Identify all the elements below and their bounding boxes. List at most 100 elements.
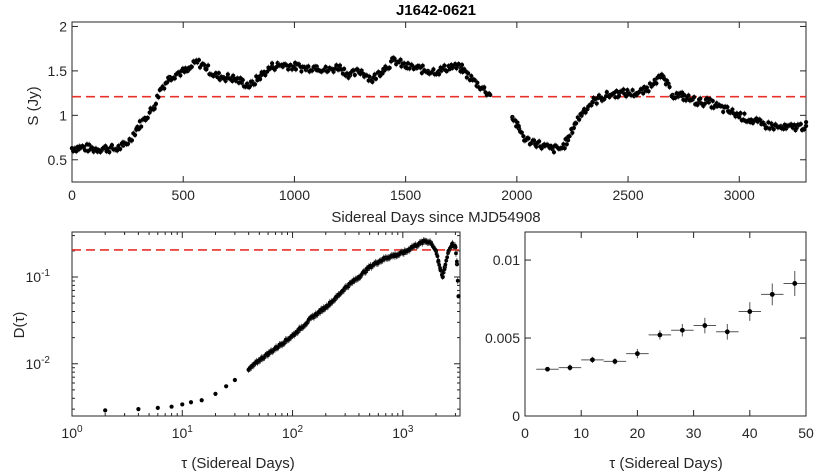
- p1-data-point: [442, 63, 447, 68]
- p2-data-point: [224, 384, 229, 389]
- p1-data-point: [216, 70, 221, 76]
- p1-data-point: [392, 56, 397, 61]
- p1-data-point: [132, 132, 138, 138]
- p1-data-point: [147, 110, 152, 115]
- p1-data-point: [630, 87, 635, 93]
- p1-data-point: [125, 141, 131, 147]
- p1-data-point: [482, 85, 487, 90]
- p3-xtick-label: 30: [686, 425, 702, 441]
- p2-data-point: [433, 248, 438, 253]
- p2-ytick-label: 10-1: [26, 268, 51, 285]
- p1-ytick-label: 1.5: [48, 63, 68, 79]
- p1-data-point: [204, 67, 209, 72]
- p1-data-point: [583, 110, 588, 115]
- p1-data-point: [594, 101, 599, 106]
- p1-data-point: [387, 65, 392, 70]
- p1-data-point: [201, 62, 206, 67]
- p1-frame: [71, 21, 807, 183]
- p1-data-point: [153, 101, 159, 106]
- p2-ylabel: D(τ): [11, 312, 28, 339]
- p1-data-point: [487, 91, 492, 96]
- p1-data-point: [567, 134, 572, 139]
- p1-data-point: [738, 111, 743, 116]
- p3-xtick-label: 20: [630, 425, 646, 441]
- p2-data-point: [445, 255, 450, 260]
- p1-data-point: [516, 123, 521, 129]
- flux-timeseries-plot: 0 500 1000 1500 2000 2500 3000 0.5 1 1.5 2: [48, 18, 809, 203]
- p2-data-point: [441, 270, 446, 275]
- p3-frame: [524, 231, 807, 417]
- p1-data-point: [531, 138, 537, 143]
- p2-data-point: [455, 278, 460, 283]
- p1-data-point: [644, 85, 650, 90]
- p1-xtick-label: 500: [172, 187, 196, 203]
- p1-data-point: [725, 104, 730, 110]
- p1-data-point: [551, 150, 557, 155]
- p1-data-point: [710, 98, 715, 104]
- p2-data-point: [442, 267, 447, 272]
- p1-data-point: [352, 72, 357, 78]
- p1-data-point: [164, 80, 170, 85]
- p1-data-point: [129, 138, 135, 143]
- p1-data-point: [646, 89, 651, 94]
- p1-data-point: [373, 76, 379, 81]
- p1-data-point: [178, 73, 183, 78]
- p1-data-point: [604, 89, 609, 95]
- p1-data-point: [206, 63, 211, 68]
- structure-function-zoom-plot: 0 10 20 30 40 50 0 0.005 0.01: [485, 231, 814, 441]
- p1-xtick-label: 2500: [612, 187, 643, 203]
- p1-data-point: [616, 93, 622, 99]
- p1-data-point: [215, 75, 220, 80]
- p3-data-point: [679, 327, 685, 333]
- p1-data-point: [570, 130, 575, 135]
- p2-data-point: [436, 258, 441, 263]
- p1-data-point: [539, 146, 544, 151]
- p3-xlabel: τ (Sidereal Days): [609, 455, 722, 472]
- p2-data-point: [454, 251, 458, 256]
- p1-data-point: [196, 57, 202, 63]
- p1-data-point: [682, 92, 687, 98]
- p2-xtick-label: 101: [172, 424, 194, 441]
- p1-data-point: [334, 63, 339, 68]
- p1-data-point: [459, 62, 465, 67]
- p1-data-point: [641, 91, 646, 96]
- p1-data-point: [269, 61, 275, 66]
- p3-xtick-label: 50: [798, 425, 814, 441]
- p3-data-point: [545, 366, 550, 372]
- p1-data-point: [802, 127, 807, 132]
- p1-data-point: [240, 77, 245, 83]
- p1-data-point: [742, 111, 747, 116]
- p1-data-point: [342, 66, 347, 72]
- p1-data-point: [702, 101, 707, 106]
- p2-data-point: [188, 400, 194, 405]
- p1-xtick-label: 1500: [390, 187, 421, 203]
- p3-data-point: [657, 332, 663, 338]
- p1-data-point: [475, 80, 480, 85]
- p1-data-point: [456, 61, 461, 67]
- p1-data-point: [116, 143, 121, 149]
- p3-data-point: [590, 357, 595, 363]
- p2-ytick-exponent: -2: [41, 355, 50, 366]
- p1-data-point: [472, 77, 477, 83]
- p1-xlabel: Sidereal Days since MJD54908: [331, 209, 540, 226]
- p1-data-point: [109, 143, 115, 148]
- p1-data-point: [621, 87, 626, 92]
- p1-data-point: [377, 73, 383, 79]
- p1-data-point: [436, 72, 442, 77]
- p1-data-point: [355, 67, 360, 72]
- p2-data-point: [169, 404, 174, 409]
- p1-data-point: [469, 73, 474, 79]
- p1-data-point: [225, 72, 230, 77]
- p1-data-point: [87, 142, 92, 147]
- p2-data-point: [454, 259, 459, 264]
- p1-data-point: [574, 121, 579, 126]
- p3-data-point: [702, 323, 708, 328]
- p1-data-point: [107, 150, 112, 155]
- p2-data-point: [103, 408, 108, 413]
- p1-data-point: [526, 136, 531, 141]
- p2-xlabel: τ (Sidereal Days): [181, 455, 294, 472]
- p2-data-point: [435, 254, 440, 259]
- p1-xtick-label: 1000: [279, 187, 310, 203]
- p1-data-point: [257, 77, 263, 82]
- p1-data-point: [571, 125, 576, 131]
